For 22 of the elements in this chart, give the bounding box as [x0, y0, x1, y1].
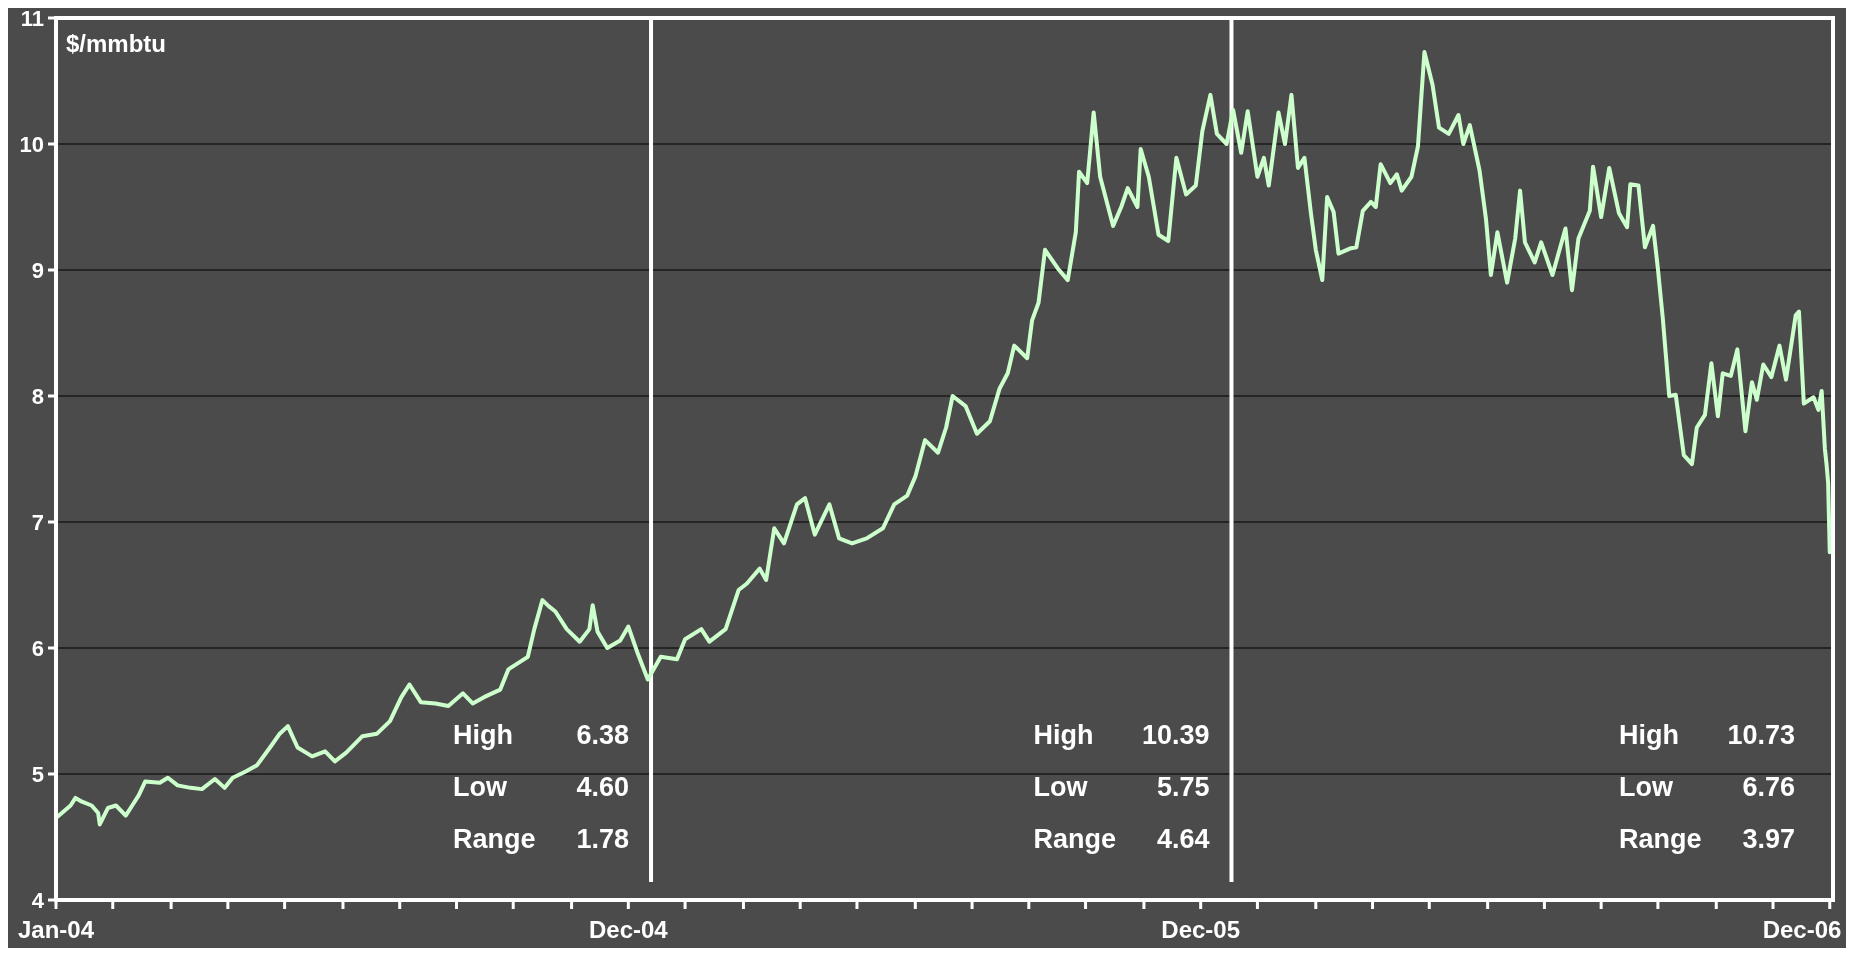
y-tick-label: 6: [31, 635, 44, 661]
y-tick-label: 7: [31, 509, 44, 535]
y-tick-label: 11: [20, 5, 44, 31]
y-tick-label: 5: [31, 761, 44, 787]
text: High 6.38: [453, 720, 630, 751]
y-axis-title: $/mmbtu: [66, 30, 167, 57]
text: Range 3.97: [1619, 824, 1795, 855]
x-tick-label: Jan-04: [17, 916, 95, 943]
y-tick-label: 4: [31, 887, 45, 913]
text: Low 4.60: [453, 772, 630, 803]
text: Low 5.75: [1033, 772, 1210, 803]
x-tick-label: Dec-05: [1161, 916, 1241, 943]
text: Range 4.64: [1033, 824, 1210, 855]
y-tick-label: 8: [31, 383, 44, 409]
y-tick-label: 10: [19, 131, 44, 157]
text: Range 1.78: [453, 824, 630, 855]
x-tick-label: Dec-04: [588, 916, 669, 943]
text: High 10.39: [1033, 720, 1210, 751]
text: Low 6.76: [1619, 772, 1795, 803]
y-tick-label: 9: [31, 257, 44, 283]
text: High 10.73: [1619, 720, 1795, 751]
x-tick-label: Dec-06: [1762, 916, 1842, 943]
